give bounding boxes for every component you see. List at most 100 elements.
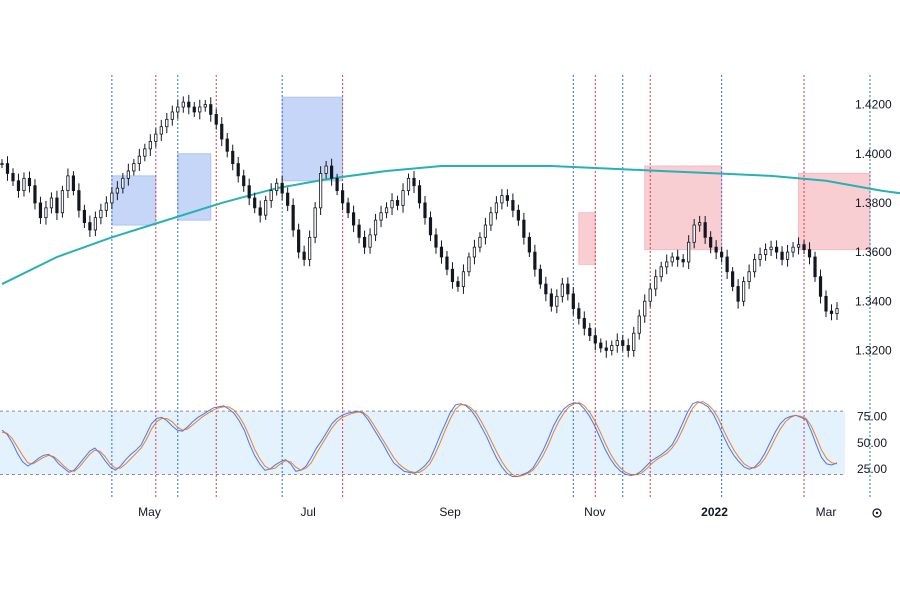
time-axis-label: Mar [816, 505, 837, 519]
candle [165, 112, 169, 134]
candle [796, 237, 801, 255]
price-tick-label: 1.4200 [855, 98, 892, 112]
candle [461, 264, 466, 294]
oscillator-tick-label: 25.00 [857, 462, 887, 476]
candle [785, 244, 790, 267]
candle [736, 279, 740, 309]
candle [577, 302, 581, 325]
candle [538, 264, 542, 289]
candle [269, 183, 273, 208]
candle [791, 242, 795, 258]
candle [291, 198, 295, 237]
highlight-zone [798, 172, 871, 251]
candle [110, 187, 114, 209]
candle [703, 215, 707, 244]
candle [544, 276, 548, 302]
price-tick-label: 1.4000 [855, 147, 892, 161]
candle [143, 143, 147, 162]
candle [824, 290, 828, 318]
candle [126, 163, 130, 186]
candle [818, 269, 823, 304]
oscillator-lines [1, 401, 838, 478]
candle [742, 276, 746, 307]
time-axis-label: Jul [300, 505, 315, 519]
candle [71, 171, 76, 196]
candle [159, 119, 163, 141]
price-tick-label: 1.3600 [855, 245, 892, 259]
candle [522, 212, 526, 245]
candle [362, 230, 367, 254]
candle [93, 211, 97, 237]
candle [780, 246, 784, 266]
time-axis-label: 2022 [701, 505, 728, 519]
candle [390, 193, 394, 216]
settings-gear-icon[interactable] [872, 508, 882, 518]
candle [610, 340, 614, 356]
candle [731, 267, 735, 292]
candle [566, 277, 570, 301]
candle [77, 183, 81, 218]
price-tick-label: 1.3200 [855, 343, 892, 357]
candle [351, 205, 356, 233]
candle [500, 189, 504, 210]
candle [632, 326, 636, 357]
candle [505, 189, 509, 207]
candle [302, 245, 306, 266]
candle [654, 269, 658, 297]
candle [346, 197, 350, 219]
candle [802, 240, 806, 255]
candle [209, 97, 213, 122]
candle [720, 246, 724, 263]
candle [214, 109, 218, 130]
time-axis-label: May [138, 505, 161, 519]
candle [643, 294, 647, 323]
candle [137, 148, 141, 171]
candle [428, 211, 433, 242]
candle [725, 249, 729, 280]
candle [66, 168, 70, 198]
candle [253, 192, 257, 214]
candle [665, 254, 669, 275]
candle [406, 173, 411, 196]
candle [319, 166, 323, 216]
candle [121, 173, 125, 194]
candle [698, 215, 702, 232]
time-axis-label: Nov [584, 505, 605, 519]
candle [456, 276, 460, 292]
candle [769, 240, 773, 257]
candle [758, 247, 762, 267]
candle [549, 288, 553, 312]
oscillator-tick-label: 75.00 [857, 409, 887, 423]
candle [813, 251, 817, 282]
candles-layer [0, 94, 839, 358]
candle [275, 178, 279, 196]
highlight-zone [281, 96, 344, 182]
candle [99, 203, 103, 225]
candle [588, 322, 592, 341]
candle [714, 240, 718, 260]
candle [104, 196, 108, 217]
candle [49, 192, 54, 214]
candle [231, 144, 235, 171]
candle [450, 262, 455, 289]
price-axis: 1.4200 1.4000 1.3800 1.3600 1.3400 1.320… [855, 98, 892, 358]
candle [44, 200, 48, 225]
candle [445, 251, 449, 276]
candle [527, 232, 531, 257]
candle [148, 134, 152, 157]
candle [11, 168, 15, 186]
highlight-zone [177, 153, 212, 221]
candle [280, 176, 284, 201]
oscillator-band-fill [0, 411, 845, 475]
candle [313, 202, 317, 244]
candle [807, 242, 812, 265]
candle [5, 156, 10, 181]
candle [829, 304, 834, 321]
candle [681, 254, 685, 268]
candle [626, 338, 630, 358]
candle [670, 252, 674, 267]
candle [483, 217, 488, 245]
candle [82, 204, 87, 229]
